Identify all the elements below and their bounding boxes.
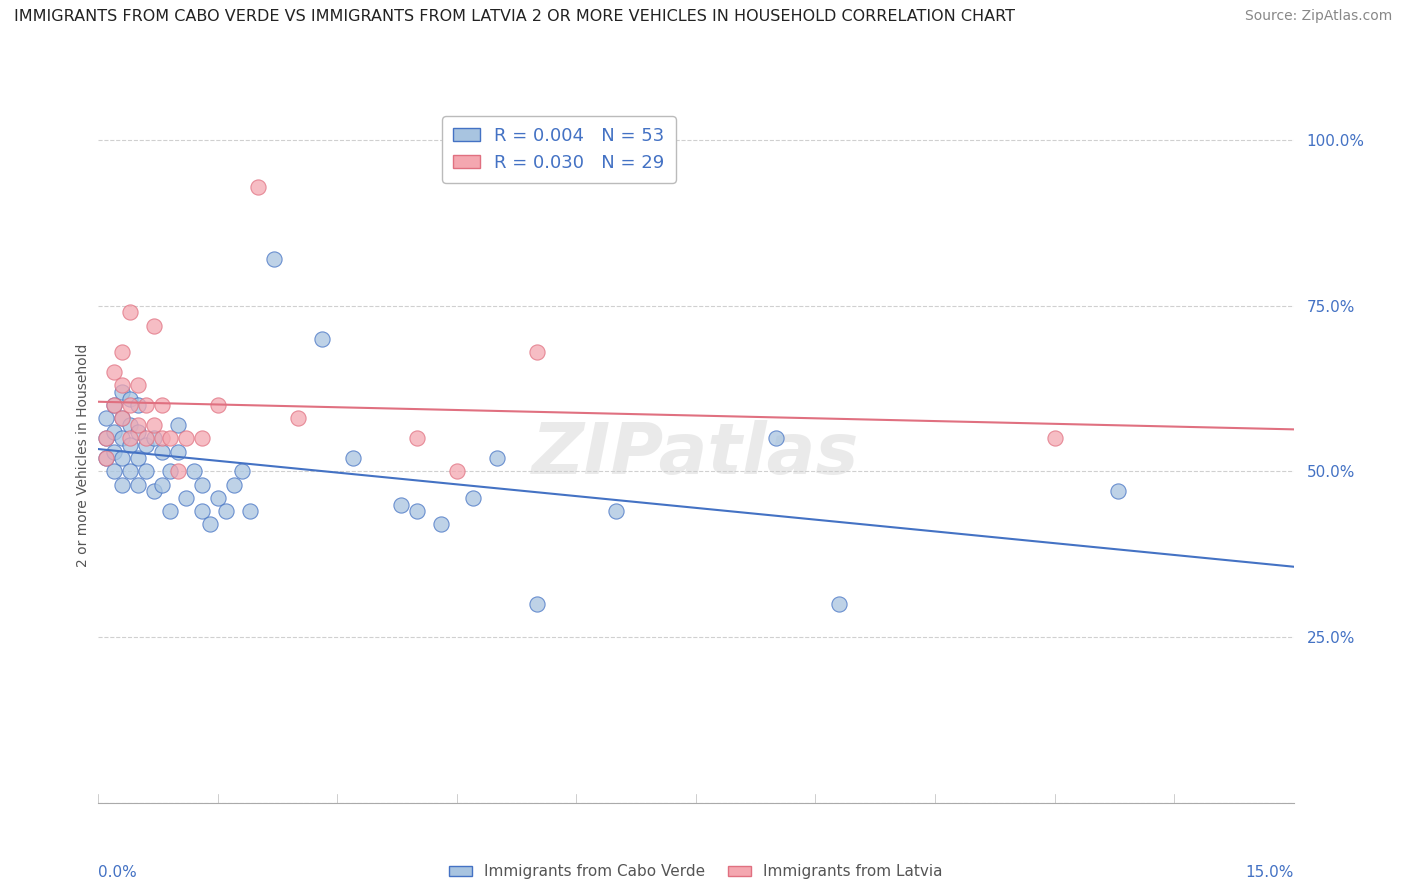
Point <box>342 451 364 466</box>
Point <box>263 252 285 267</box>
Point <box>485 451 508 466</box>
Point <box>446 465 468 479</box>
Y-axis label: 2 or more Vehicles in Household: 2 or more Vehicles in Household <box>76 343 90 566</box>
Point <box>183 465 205 479</box>
Point <box>120 438 142 452</box>
Point <box>96 431 118 445</box>
Point <box>143 318 166 333</box>
Point <box>198 517 221 532</box>
Text: IMMIGRANTS FROM CABO VERDE VS IMMIGRANTS FROM LATVIA 2 OR MORE VEHICLES IN HOUSE: IMMIGRANTS FROM CABO VERDE VS IMMIGRANTS… <box>14 9 1015 24</box>
Point <box>127 451 149 466</box>
Point <box>765 431 787 445</box>
Point <box>127 425 149 439</box>
Point <box>103 398 125 412</box>
Point <box>111 451 134 466</box>
Point <box>430 517 453 532</box>
Point <box>120 431 142 445</box>
Point <box>111 431 134 445</box>
Point <box>143 431 166 445</box>
Point <box>111 411 134 425</box>
Point <box>103 444 125 458</box>
Text: 0.0%: 0.0% <box>98 865 138 880</box>
Point <box>150 431 173 445</box>
Point <box>135 431 157 445</box>
Point <box>311 332 333 346</box>
Point <box>120 392 142 406</box>
Text: 15.0%: 15.0% <box>1246 865 1294 880</box>
Point <box>167 418 190 433</box>
Point <box>103 398 125 412</box>
Point <box>96 431 118 445</box>
Point <box>120 465 142 479</box>
Point <box>159 504 181 518</box>
Point <box>174 431 197 445</box>
Point <box>120 305 142 319</box>
Legend: Immigrants from Cabo Verde, Immigrants from Latvia: Immigrants from Cabo Verde, Immigrants f… <box>443 858 949 886</box>
Point <box>1107 484 1129 499</box>
Point <box>143 418 166 433</box>
Point <box>207 398 229 412</box>
Point <box>389 498 412 512</box>
Point <box>239 504 262 518</box>
Point <box>135 465 157 479</box>
Point <box>215 504 238 518</box>
Point <box>111 378 134 392</box>
Point <box>231 465 253 479</box>
Point <box>159 465 181 479</box>
Point <box>150 398 173 412</box>
Point <box>828 597 851 611</box>
Point <box>406 504 429 518</box>
Point <box>103 465 125 479</box>
Point <box>111 411 134 425</box>
Point <box>120 398 142 412</box>
Point <box>96 451 118 466</box>
Point <box>191 431 214 445</box>
Point <box>143 484 166 499</box>
Point <box>111 384 134 399</box>
Point <box>461 491 484 505</box>
Point <box>207 491 229 505</box>
Point <box>167 465 190 479</box>
Point <box>526 345 548 359</box>
Text: Source: ZipAtlas.com: Source: ZipAtlas.com <box>1244 9 1392 23</box>
Point <box>103 425 125 439</box>
Point <box>174 491 197 505</box>
Point <box>127 418 149 433</box>
Point <box>127 398 149 412</box>
Point <box>135 438 157 452</box>
Point <box>222 477 245 491</box>
Point <box>127 477 149 491</box>
Point <box>287 411 309 425</box>
Point <box>191 477 214 491</box>
Point <box>159 431 181 445</box>
Point <box>120 418 142 433</box>
Point <box>111 477 134 491</box>
Point <box>406 431 429 445</box>
Point <box>246 179 269 194</box>
Point <box>191 504 214 518</box>
Point <box>111 345 134 359</box>
Text: ZIPatlas: ZIPatlas <box>533 420 859 490</box>
Point <box>150 477 173 491</box>
Point <box>96 411 118 425</box>
Point <box>127 378 149 392</box>
Point <box>167 444 190 458</box>
Point <box>526 597 548 611</box>
Point <box>96 451 118 466</box>
Point <box>103 365 125 379</box>
Point <box>150 444 173 458</box>
Point <box>135 398 157 412</box>
Point <box>605 504 627 518</box>
Point <box>1043 431 1066 445</box>
